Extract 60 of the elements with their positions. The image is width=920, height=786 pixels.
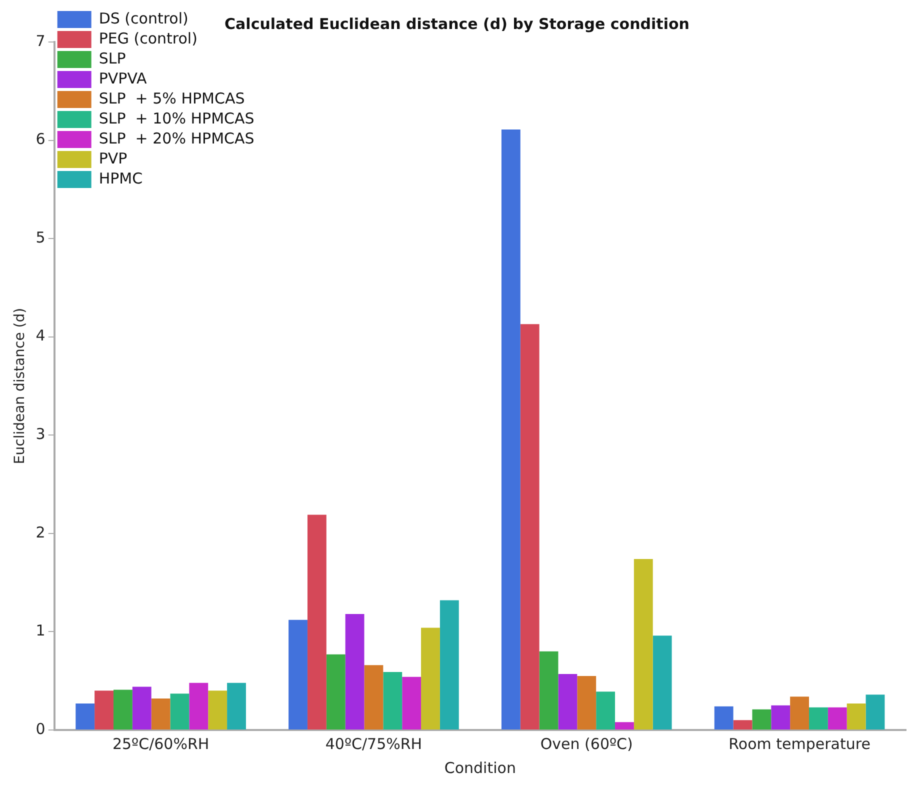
bar [809,707,828,730]
legend-label: PVP [98,149,128,168]
bar [771,705,790,730]
x-tick-label: 25ºC/60%RH [112,734,210,753]
bar [227,682,246,730]
bar [364,665,384,730]
y-tick-label: 0 [36,720,46,738]
bar [288,620,308,730]
bar [615,722,634,730]
bar [558,674,578,730]
bar [132,686,152,730]
bar [76,703,95,730]
legend-label: HPMC [98,169,143,188]
bar [752,709,772,730]
bar [345,614,364,730]
legend-label: SLP [98,49,126,68]
bar [94,690,114,730]
bar [307,514,326,730]
y-tick-label: 4 [36,326,46,345]
x-tick-label: Room temperature [728,734,870,753]
chart-title: Calculated Euclidean distance (d) by Storage condition [224,14,690,33]
bar [383,672,402,730]
bar [866,694,885,730]
bar [596,692,616,730]
bar [402,676,422,730]
x-axis-title: Condition [444,758,516,777]
y-tick-label: 3 [36,425,46,444]
legend-label: SLP + 5% HPMCAS [98,89,245,108]
legend-label: PVPVA [98,69,148,88]
y-tick-label: 5 [36,228,46,246]
bar [208,690,228,730]
bar [577,676,596,730]
bar [828,707,847,730]
bar [326,654,346,730]
bar [846,703,866,730]
bar [520,324,540,730]
legend-label: SLP + 20% HPMCAS [98,129,254,148]
bar [421,628,440,730]
bar [113,690,132,730]
legend-label: SLP + 10% HPMCAS [98,109,254,128]
y-tick-label: 1 [36,622,46,640]
y-tick-label: 6 [36,130,46,148]
bar [652,636,672,730]
bar [733,720,752,730]
legend-label: PEG (control) [98,29,198,48]
y-axis-title: Euclidean distance (d) [12,308,28,464]
bar [714,706,734,730]
bar [440,600,459,730]
bar [634,558,653,730]
legend-label: DS (control) [98,9,188,28]
x-tick-label: 40ºC/75%RH [325,734,422,753]
y-tick-label: 7 [36,32,46,50]
bar [151,698,170,730]
bar [790,696,810,730]
bar [189,682,208,730]
bar [501,129,520,730]
bar [170,694,190,730]
bar [539,651,558,730]
y-tick-label: 2 [36,523,46,542]
x-tick-label: Oven (60ºC) [540,734,633,753]
